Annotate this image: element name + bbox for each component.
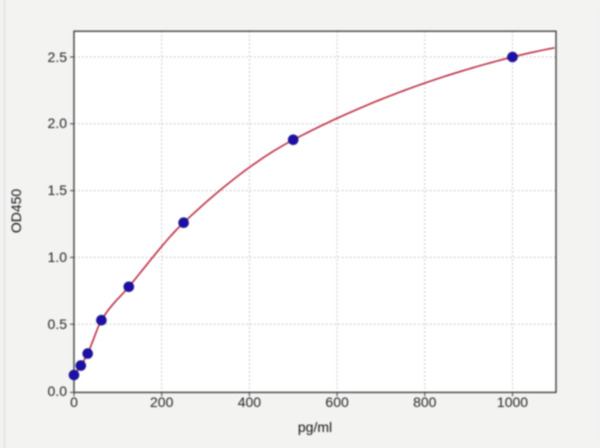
svg-text:pg/ml: pg/ml xyxy=(298,419,332,435)
svg-text:0: 0 xyxy=(70,394,78,410)
svg-text:600: 600 xyxy=(325,394,349,410)
svg-text:2.5: 2.5 xyxy=(48,49,68,65)
svg-text:800: 800 xyxy=(413,394,437,410)
svg-text:OD450: OD450 xyxy=(8,189,24,234)
svg-text:2.0: 2.0 xyxy=(48,115,68,131)
svg-text:400: 400 xyxy=(238,394,262,410)
svg-text:1.0: 1.0 xyxy=(48,249,68,265)
svg-text:200: 200 xyxy=(150,394,174,410)
svg-text:1000: 1000 xyxy=(497,394,528,410)
svg-text:0.0: 0.0 xyxy=(48,383,68,399)
svg-text:0.5: 0.5 xyxy=(48,316,68,332)
svg-text:1.5: 1.5 xyxy=(48,182,68,198)
